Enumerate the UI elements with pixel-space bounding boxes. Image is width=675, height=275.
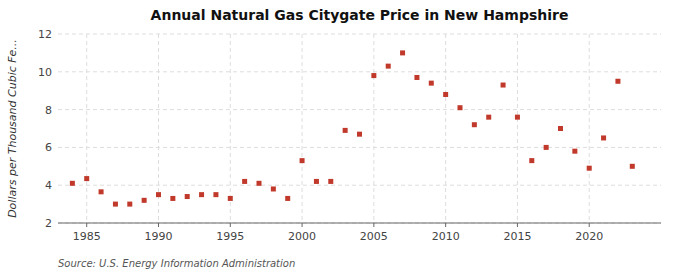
point	[587, 166, 592, 171]
point	[357, 132, 362, 137]
x-tick	[373, 223, 374, 227]
point	[185, 194, 190, 199]
y-tick-label: 6	[45, 141, 52, 154]
x-grid-line	[302, 34, 303, 223]
point	[257, 181, 262, 186]
chart-svg: 1985 1990 1995 2000 2005 2010 2015 2020 2 4 6 8 10 12…	[0, 0, 675, 275]
x-grid-line	[517, 34, 518, 223]
x-grid-line	[230, 34, 231, 223]
grid	[58, 34, 661, 223]
point	[70, 181, 75, 186]
x-tick	[445, 223, 446, 227]
x-grid-line	[86, 34, 87, 223]
x-axis-line	[58, 223, 661, 224]
y-grid-line	[58, 71, 661, 72]
point	[242, 179, 247, 184]
x-grid-line	[373, 34, 374, 223]
y-grid-line	[58, 109, 661, 110]
x-tick-label: 1985	[73, 230, 101, 243]
points	[70, 50, 635, 206]
point	[414, 75, 419, 80]
y-tick-label: 4	[45, 179, 52, 192]
point	[228, 196, 233, 201]
point	[501, 83, 506, 88]
point	[343, 128, 348, 133]
chart-title: Annual Natural Gas Citygate Price in New…	[151, 7, 569, 23]
point	[113, 202, 118, 207]
x-tick	[230, 223, 231, 227]
point	[472, 122, 477, 127]
point	[300, 158, 305, 163]
x-tick-label: 2005	[360, 230, 388, 243]
x-tick	[158, 223, 159, 227]
y-grid-line	[58, 185, 661, 186]
point	[458, 105, 463, 110]
x-tick-label: 2015	[503, 230, 531, 243]
x-tick	[589, 223, 590, 227]
y-grid-line	[58, 223, 661, 224]
point	[429, 81, 434, 86]
x-tick-label: 2000	[288, 230, 316, 243]
point	[213, 192, 218, 197]
point	[127, 202, 132, 207]
point	[601, 135, 606, 140]
point	[371, 73, 376, 78]
x-tick	[517, 223, 518, 227]
y-grid-line	[58, 34, 661, 35]
point	[314, 179, 319, 184]
axes: 1985 1990 1995 2000 2005 2010 2015 2020 2 4 6 8 10 12	[38, 28, 603, 243]
point	[515, 115, 520, 120]
source-annotation: Source: U.S. Energy Information Administ…	[58, 258, 295, 269]
point	[271, 186, 276, 191]
y-axis-label: Dollars per Thousand Cubic Fe...	[6, 39, 19, 218]
background	[0, 0, 675, 275]
x-tick	[302, 223, 303, 227]
point	[199, 192, 204, 197]
point	[99, 189, 104, 194]
y-tick-label: 12	[38, 28, 52, 41]
point	[544, 145, 549, 150]
point	[328, 179, 333, 184]
chart-container: 1985 1990 1995 2000 2005 2010 2015 2020 2 4 6 8 10 12…	[0, 0, 675, 275]
x-tick-label: 1990	[145, 230, 173, 243]
x-tick	[86, 223, 87, 227]
x-tick-label: 2020	[575, 230, 603, 243]
point	[486, 115, 491, 120]
point	[386, 64, 391, 69]
x-grid-line	[589, 34, 590, 223]
point	[156, 192, 161, 197]
point	[400, 50, 405, 55]
point	[170, 196, 175, 201]
y-tick-label: 8	[45, 104, 52, 117]
point	[142, 198, 147, 203]
point	[84, 176, 89, 181]
y-grid-line	[58, 147, 661, 148]
point	[615, 79, 620, 84]
x-tick-label: 2010	[432, 230, 460, 243]
point	[285, 196, 290, 201]
y-tick-label: 2	[45, 217, 52, 230]
point	[558, 126, 563, 131]
point	[630, 164, 635, 169]
point	[529, 158, 534, 163]
x-tick-label: 1995	[216, 230, 244, 243]
point	[443, 92, 448, 97]
y-tick-label: 10	[38, 66, 52, 79]
x-grid-line	[445, 34, 446, 223]
point	[572, 149, 577, 154]
